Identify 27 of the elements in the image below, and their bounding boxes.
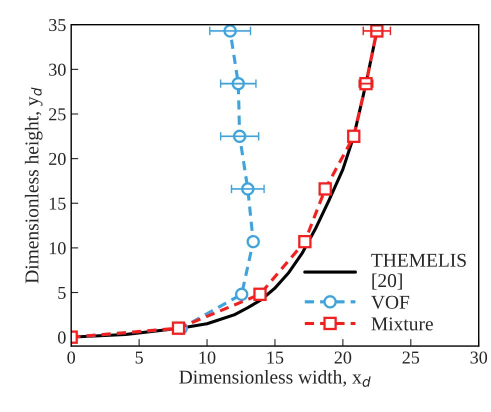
y-tick-label: 15 (50, 198, 66, 210)
x-tick-label: 5 (136, 352, 143, 364)
legend-label: THEMELIS [20] (371, 254, 466, 290)
y-axis-title: Dimensionless height, y$_{d}$ (24, 87, 43, 284)
x-axis-title: Dimensionless width, x$_{d}$ (179, 370, 371, 387)
y-tick-label: 0 (58, 331, 66, 344)
point (298, 234, 312, 248)
point (235, 288, 248, 301)
point (347, 130, 360, 143)
x-tick-label: 10 (200, 351, 216, 364)
x-tick-label: 30 (470, 351, 488, 364)
y-tick-label: 30 (49, 64, 66, 76)
x-tick-label: 20 (334, 351, 352, 364)
legend-label: Mixture (371, 317, 433, 330)
point (318, 182, 332, 196)
point (172, 322, 186, 335)
point (253, 288, 267, 301)
y-tick-label: 10 (50, 242, 66, 254)
x-tick-label: 15 (268, 352, 284, 364)
y-tick-label: 5 (58, 286, 66, 299)
y-tick-label: 25 (49, 108, 66, 120)
point (246, 234, 260, 248)
y-tick-label: 20 (49, 152, 66, 166)
x-tick-label: 25 (402, 352, 420, 364)
x-tick-label: 0 (67, 351, 76, 364)
legend-label: VOF (371, 296, 410, 309)
y-tick-label: 35 (49, 19, 66, 32)
